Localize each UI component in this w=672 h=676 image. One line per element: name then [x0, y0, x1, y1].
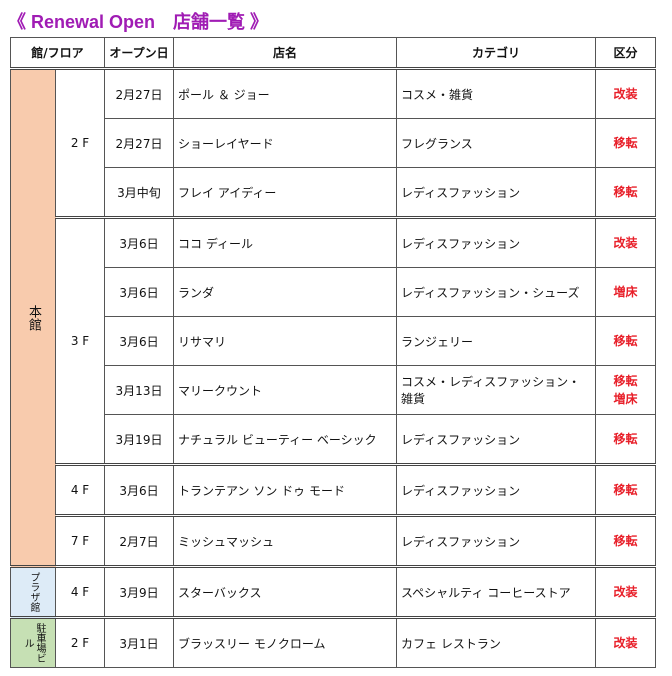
building-name: 駐車場ビル — [22, 623, 45, 663]
kind: 移転 — [613, 483, 638, 497]
header-cell: 館/フロア — [10, 37, 105, 70]
shop-row: 本館 2 F 2月27日 ポール ＆ ジョー コスメ・雑貨 改装 — [10, 67, 656, 567]
kind-cell: 改装 — [595, 565, 656, 618]
shop-row: 3月6日 ランダ レディスファッション・シューズ 増床 — [11, 267, 656, 317]
kind: 改装 — [613, 87, 638, 101]
kind: 移転 — [613, 374, 638, 388]
title: 《 Renewal Open 店舗一覧 》 — [8, 12, 269, 32]
kind: 移転 — [613, 185, 638, 199]
shop-row: 4 F 3月6日 トランテアン ソン ドゥ モード レディスファッション 移転 — [11, 463, 656, 516]
floor-cell: 3 F — [55, 216, 105, 465]
kind-cell: 移転 — [595, 514, 656, 567]
shop-name: トランテアン ソン ドゥ モード — [173, 463, 397, 516]
building-name: プラザ館 — [28, 572, 39, 612]
open-date: 2月7日 — [104, 514, 174, 567]
open-date: 3月19日 — [104, 414, 174, 465]
shop-name: ブラッスリー モノクローム — [173, 616, 397, 668]
open-date: 3月6日 — [104, 316, 174, 366]
shop-name: ナチュラル ビューティー ベーシック — [173, 414, 397, 465]
header-cell: 店名 — [173, 37, 397, 70]
open-date: 2月27日 — [104, 67, 174, 119]
shop-name: マリークウント — [173, 365, 397, 415]
category: スペシャルティ コーヒーストア — [396, 565, 596, 618]
kind: 改装 — [613, 236, 638, 250]
kind-cell: 移転 — [595, 414, 656, 465]
category: レディスファッション — [396, 167, 596, 218]
category: ランジェリー — [396, 316, 596, 366]
shop-row: 3月中旬 フレイ アイディー レディスファッション 移転 — [11, 167, 656, 218]
shop-row: 2月27日 ショーレイヤード フレグランス 移転 — [11, 118, 656, 168]
building-name: 本館 — [26, 304, 41, 331]
kind: 改装 — [613, 636, 638, 650]
shop-name: リサマリ — [173, 316, 397, 366]
kind-cell: 移転 — [595, 167, 656, 218]
floor-cell: 7 F — [55, 514, 105, 567]
building-cell: プラザ館 — [10, 565, 56, 618]
shop-name: ポール ＆ ジョー — [173, 67, 397, 119]
category: コスメ・レディスファッション・雑貨 — [396, 365, 596, 415]
shop-row: 3 F 3月6日 ココ ディール レディスファッション 改装 — [11, 216, 656, 465]
open-date: 3月1日 — [104, 616, 174, 668]
kind-cell: 改装 — [595, 67, 656, 119]
category: レディスファッション — [396, 414, 596, 465]
floor-cell: 4 F — [55, 565, 105, 618]
table-body: 本館 2 F 2月27日 ポール ＆ ジョー コスメ・雑貨 改装 2月27日 ショーレイヤード… — [10, 67, 656, 668]
category: レディスファッション・シューズ — [396, 267, 596, 317]
open-date: 3月9日 — [104, 565, 174, 618]
shop-name: フレイ アイディー — [173, 167, 397, 218]
category: レディスファッション — [396, 463, 596, 516]
shop-row: 3月19日 ナチュラル ビューティー ベーシック レディスファッション 移転 — [11, 414, 656, 465]
header-cell: 区分 — [595, 37, 656, 70]
header-row: 館/フロア オープン日 店名 カテゴリ 区分 — [10, 37, 656, 70]
kind-cell: 移転 — [595, 463, 656, 516]
kind-cell: 改装 — [595, 216, 656, 268]
kind-cell: 移転 増床 — [595, 365, 656, 415]
header-cell: オープン日 — [104, 37, 174, 70]
kind: 改装 — [613, 585, 638, 599]
shop-table: 館/フロア オープン日 店名 カテゴリ 区分 本館 2 F 2月27日 ポール ＆ ジ… — [10, 37, 656, 668]
header-cell: カテゴリ — [396, 37, 596, 70]
kind: 移転 — [613, 136, 638, 150]
floor-cell: 4 F — [55, 463, 105, 516]
shop-row: 3月6日 リサマリ ランジェリー 移転 — [11, 316, 656, 366]
kind: 移転 — [613, 534, 638, 548]
kind: 増床 — [613, 285, 638, 299]
open-date: 3月13日 — [104, 365, 174, 415]
kind-cell: 移転 — [595, 118, 656, 168]
floor-cell: 2 F — [55, 616, 105, 668]
category: レディスファッション — [396, 216, 596, 268]
building-cell: 本館 — [10, 67, 56, 567]
shop-name: スターバックス — [173, 565, 397, 618]
category: コスメ・雑貨 — [396, 67, 596, 119]
shop-row: プラザ館 4 F 3月9日 スターバックス スペシャルティ コーヒーストア 改装 — [10, 565, 656, 618]
shop-name: ランダ — [173, 267, 397, 317]
open-date: 3月中旬 — [104, 167, 174, 218]
category: レディスファッション — [396, 514, 596, 567]
open-date: 3月6日 — [104, 267, 174, 317]
kind: 移転 — [613, 432, 638, 446]
shop-name: ショーレイヤード — [173, 118, 397, 168]
shop-name: ココ ディール — [173, 216, 397, 268]
kind: 移転 — [613, 334, 638, 348]
building-cell: 駐車場ビル — [10, 616, 56, 668]
floor-cell: 2 F — [55, 67, 105, 218]
kind-cell: 増床 — [595, 267, 656, 317]
kind-cell: 移転 — [595, 316, 656, 366]
open-date: 3月6日 — [104, 463, 174, 516]
category: フレグランス — [396, 118, 596, 168]
open-date: 3月6日 — [104, 216, 174, 268]
open-date: 2月27日 — [104, 118, 174, 168]
shop-row: 7 F 2月7日 ミッシュマッシュ レディスファッション 移転 — [11, 514, 656, 567]
kind: 増床 — [613, 392, 638, 406]
kind-cell: 改装 — [595, 616, 656, 668]
shop-row: 駐車場ビル 2 F 3月1日 ブラッスリー モノクローム カフェ レストラン 改装 — [10, 616, 656, 668]
shop-row: 3月13日 マリークウント コスメ・レディスファッション・雑貨 移転 増床 — [11, 365, 656, 415]
shop-name: ミッシュマッシュ — [173, 514, 397, 567]
category: カフェ レストラン — [396, 616, 596, 668]
